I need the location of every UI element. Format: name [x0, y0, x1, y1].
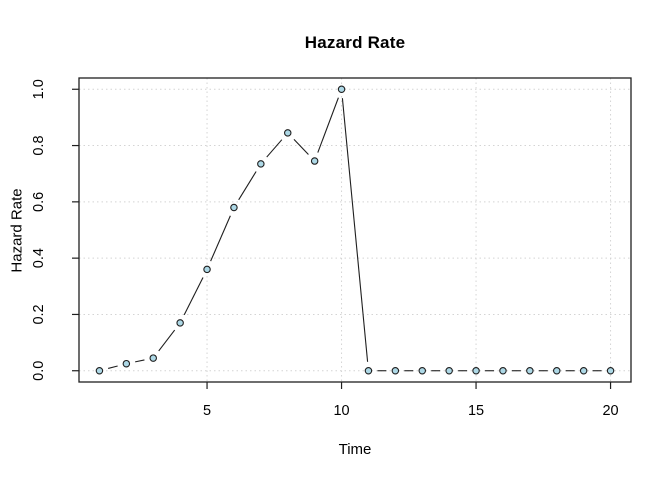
- y-tick-label: 0.6: [31, 192, 47, 212]
- x-tick-label: 5: [203, 403, 211, 419]
- data-point: [95, 366, 104, 375]
- series-segment: [158, 329, 176, 352]
- grid: [79, 78, 631, 382]
- data-point: [310, 157, 319, 165]
- data-point: [553, 366, 561, 375]
- series-segment: [108, 365, 118, 369]
- data-point: [526, 366, 534, 375]
- x-tick-label: 15: [468, 403, 484, 419]
- y-tick-label: 1.0: [31, 79, 47, 99]
- data-point: [579, 366, 588, 375]
- series-line: [108, 97, 602, 372]
- x-tick-label: 20: [602, 403, 618, 419]
- series-points: [95, 85, 615, 375]
- y-tick-label: 0.2: [31, 304, 47, 324]
- x-axis-title: Time: [338, 441, 372, 458]
- data-point: [203, 265, 211, 274]
- series-segment: [341, 98, 369, 362]
- x-tick-label: 10: [333, 403, 349, 419]
- data-point: [606, 366, 615, 375]
- x-axis: 5 10 15 20: [203, 382, 619, 419]
- data-point: [445, 366, 453, 375]
- series-segment: [238, 171, 257, 201]
- data-point: [122, 359, 131, 368]
- data-point: [257, 160, 265, 168]
- data-point: [283, 129, 292, 137]
- series-segment: [183, 277, 204, 316]
- series-segment: [293, 139, 309, 155]
- y-axis: 0.0 0.2 0.4 0.6 0.8 1.0: [31, 79, 79, 381]
- data-point: [418, 366, 427, 375]
- data-point: [364, 366, 373, 375]
- series-segment: [210, 215, 231, 262]
- y-tick-label: 0.8: [31, 135, 47, 155]
- series-segment: [135, 359, 145, 363]
- series-segment: [266, 139, 283, 158]
- data-point: [472, 366, 480, 375]
- chart-title: Hazard Rate: [304, 33, 406, 52]
- data-point: [230, 203, 238, 212]
- data-point: [149, 354, 157, 362]
- data-point: [391, 366, 400, 375]
- data-point: [499, 366, 507, 375]
- data-point: [337, 85, 346, 94]
- data-point: [176, 319, 184, 327]
- series-segment: [317, 97, 339, 153]
- y-tick-label: 0.0: [31, 361, 47, 381]
- plot-box: [78, 77, 632, 383]
- y-tick-label: 0.4: [31, 248, 47, 268]
